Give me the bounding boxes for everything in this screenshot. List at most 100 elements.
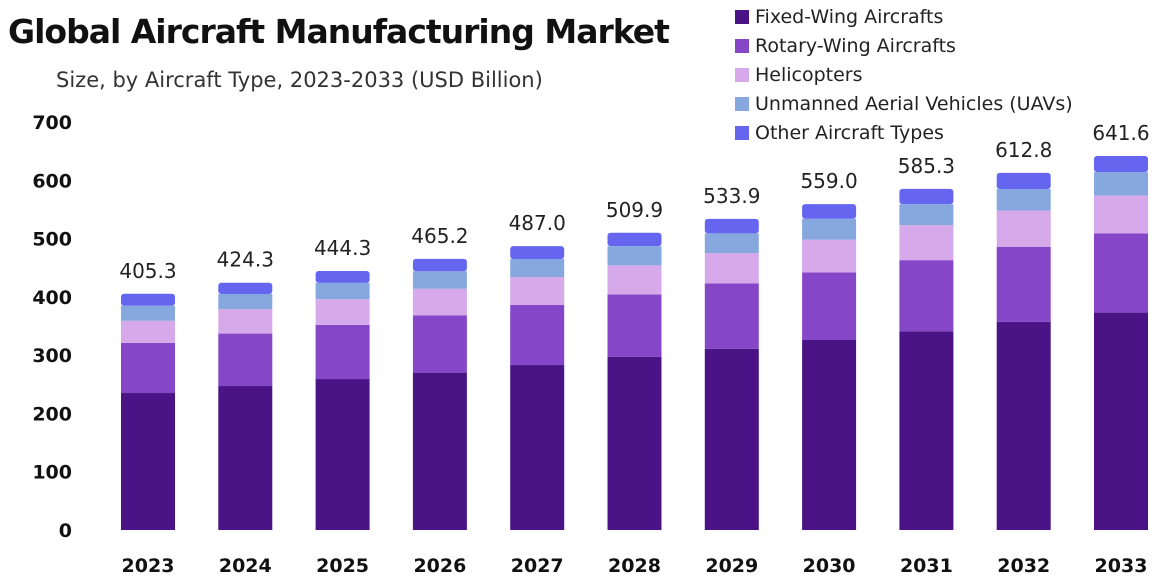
legend-label: Other Aircraft Types xyxy=(755,121,944,144)
bar-segment xyxy=(704,218,759,234)
bar-segment xyxy=(315,379,370,530)
legend-label: Helicopters xyxy=(755,63,863,86)
legend-item: Helicopters xyxy=(735,60,1073,89)
bar-segment xyxy=(510,246,565,259)
y-tick-label: 400 xyxy=(32,287,72,309)
legend-item: Fixed-Wing Aircrafts xyxy=(735,2,1073,31)
x-tick-label: 2032 xyxy=(997,555,1050,577)
bar-segment xyxy=(315,271,370,283)
bar-total-label: 444.3 xyxy=(314,236,371,260)
legend-swatch xyxy=(735,67,749,82)
legend-item: Rotary-Wing Aircrafts xyxy=(735,31,1073,60)
bar-segment xyxy=(1094,233,1148,313)
legend-label: Fixed-Wing Aircrafts xyxy=(755,5,944,28)
bar-segment xyxy=(996,321,1051,530)
bar-segment xyxy=(802,218,857,240)
bar-segment xyxy=(1094,172,1148,196)
bar-segment xyxy=(996,210,1051,247)
chart-legend: Fixed-Wing Aircrafts Rotary-Wing Aircraft… xyxy=(735,2,1073,147)
chart-title: Global Aircraft Manufacturing Market xyxy=(8,12,670,51)
bar-segment xyxy=(218,282,273,294)
bar-segment xyxy=(315,299,370,325)
bar-segment xyxy=(315,324,370,380)
bar-segment xyxy=(510,305,565,366)
bar-segment xyxy=(802,204,857,219)
bar-segment xyxy=(1094,312,1148,530)
bar-total-label: 533.9 xyxy=(703,184,760,208)
legend-swatch xyxy=(735,125,749,140)
bar-segment xyxy=(996,189,1051,211)
bar-total-label: 424.3 xyxy=(217,248,274,272)
bar-segment xyxy=(607,294,662,357)
bar-segment xyxy=(899,225,954,261)
bar-total-label: 559.0 xyxy=(800,169,857,193)
bar-segment xyxy=(802,272,857,340)
bar-segment xyxy=(607,232,662,247)
bar-segment xyxy=(704,283,759,349)
bar-segment xyxy=(510,258,565,278)
bar-segment xyxy=(315,282,370,300)
y-tick-label: 0 xyxy=(59,520,72,542)
bar-total-label: 405.3 xyxy=(119,259,176,283)
bar-segment xyxy=(121,342,175,394)
bar-total-label: 612.8 xyxy=(995,138,1052,162)
legend-swatch xyxy=(735,38,749,53)
bar-segment xyxy=(899,260,954,332)
x-tick-label: 2025 xyxy=(316,555,369,577)
x-tick-label: 2028 xyxy=(608,555,661,577)
bar-total-label: 487.0 xyxy=(509,211,566,235)
legend-swatch xyxy=(735,9,749,24)
bar-segment xyxy=(412,372,467,530)
x-tick-label: 2024 xyxy=(219,555,272,577)
bar-segment xyxy=(218,309,273,334)
bar-segment xyxy=(607,265,662,295)
bar-segment xyxy=(996,172,1051,190)
bar-segment xyxy=(412,315,467,373)
bar-total-label: 585.3 xyxy=(898,154,955,178)
bar-segment xyxy=(218,293,273,310)
y-tick-label: 300 xyxy=(32,345,72,367)
bar-segment xyxy=(899,331,954,530)
y-tick-label: 600 xyxy=(32,170,72,192)
bar-segment xyxy=(802,239,857,273)
bar-segment xyxy=(510,277,565,306)
bar-segment xyxy=(704,253,759,284)
bar-segment xyxy=(412,258,467,272)
x-tick-label: 2023 xyxy=(122,555,175,577)
y-tick-label: 700 xyxy=(32,112,72,134)
bar-segment xyxy=(607,246,662,266)
x-tick-label: 2027 xyxy=(511,555,564,577)
bar-segment xyxy=(121,293,175,306)
bar-total-label: 641.6 xyxy=(1092,121,1149,145)
chart-subtitle: Size, by Aircraft Type, 2023-2033 (USD B… xyxy=(56,68,543,92)
x-tick-label: 2029 xyxy=(705,555,758,577)
bar-segment xyxy=(412,271,467,289)
bar-segment xyxy=(218,333,273,387)
bar-segment xyxy=(1094,156,1148,173)
x-tick-label: 2026 xyxy=(413,555,466,577)
bar-segment xyxy=(802,339,857,530)
legend-item: Other Aircraft Types xyxy=(735,118,1073,147)
legend-label: Unmanned Aerial Vehicles (UAVs) xyxy=(755,92,1073,115)
bar-segment xyxy=(899,204,954,226)
bar-segment xyxy=(121,320,175,343)
bar-total-label: 509.9 xyxy=(606,198,663,222)
bar-segment xyxy=(1094,195,1148,234)
bar-segment xyxy=(510,365,565,530)
y-tick-label: 500 xyxy=(32,229,72,251)
bar-segment xyxy=(121,393,175,530)
bar-segment xyxy=(218,386,273,530)
bar-segment xyxy=(412,288,467,316)
legend-swatch xyxy=(735,96,749,111)
x-tick-label: 2030 xyxy=(803,555,856,577)
bar-segment xyxy=(899,188,954,205)
legend-item: Unmanned Aerial Vehicles (UAVs) xyxy=(735,89,1073,118)
y-tick-label: 200 xyxy=(32,403,72,425)
bar-total-label: 465.2 xyxy=(411,224,468,248)
bar-segment xyxy=(996,246,1051,322)
bar-segment xyxy=(121,305,175,321)
x-tick-label: 2031 xyxy=(900,555,953,577)
bar-segment xyxy=(704,348,759,530)
y-tick-label: 100 xyxy=(32,462,72,484)
